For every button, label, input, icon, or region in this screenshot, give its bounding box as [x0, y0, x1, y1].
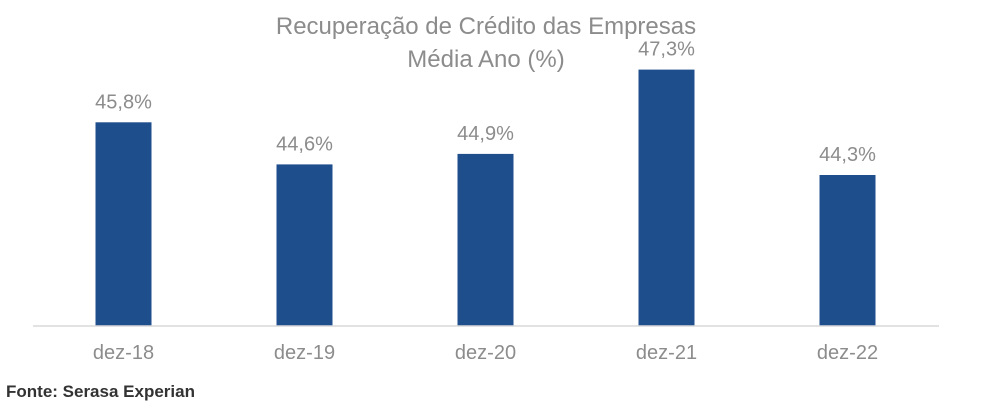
chart-subtitle: Média Ano (%) — [407, 46, 564, 73]
data-label-dez-20: 44,9% — [457, 123, 514, 145]
x-tick-label-dez-22: dez-22 — [817, 342, 878, 364]
bar-dez-22 — [819, 175, 876, 326]
x-tick-label-dez-19: dez-19 — [274, 342, 335, 364]
bar-dez-20 — [457, 153, 514, 326]
x-tick-label-dez-18: dez-18 — [93, 342, 154, 364]
data-label-dez-21: 47,3% — [638, 39, 695, 61]
x-tick-label-dez-21: dez-21 — [636, 342, 697, 364]
x-tick-labels-group: dez-18 dez-19 dez-20 dez-21 dez-22 — [93, 342, 878, 364]
bar-dez-21 — [638, 69, 695, 326]
chart-title: Recuperação de Crédito das Empresas — [276, 13, 696, 40]
bar-dez-19 — [276, 164, 333, 326]
bar-dez-18 — [95, 122, 152, 326]
data-labels-group: 45,8% 44,6% 44,9% 47,3% 44,3% — [95, 39, 876, 166]
data-label-dez-18: 45,8% — [95, 91, 152, 113]
data-label-dez-19: 44,6% — [276, 133, 333, 155]
data-label-dez-22: 44,3% — [819, 144, 876, 166]
bars-group — [95, 69, 876, 326]
source-note: Fonte: Serasa Experian — [6, 382, 195, 401]
x-tick-label-dez-20: dez-20 — [455, 342, 516, 364]
